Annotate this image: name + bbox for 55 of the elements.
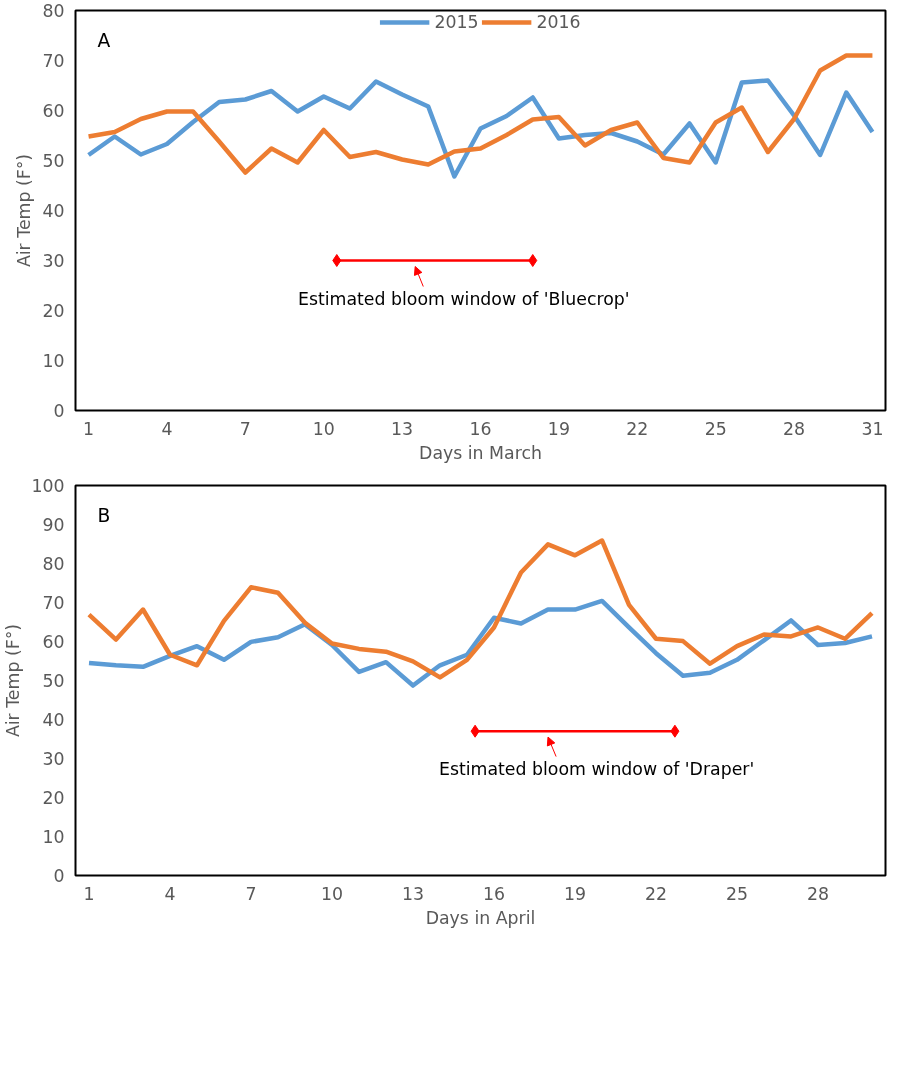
line-series (86, 538, 875, 680)
x-tick-label: 16 (482, 883, 506, 904)
x-tick-label: 1 (83, 418, 95, 439)
annotation: Estimated bloom window of 'Draper' (438, 758, 755, 779)
legend-label: 2016 (536, 12, 581, 32)
y-tick-label: 0 (53, 401, 65, 421)
y-tick-label: 30 (42, 749, 65, 769)
text: B (97, 504, 111, 526)
y-tick-label: 80 (42, 554, 65, 574)
y-tick-label: 0 (53, 866, 65, 886)
x-tick-label: 25 (725, 883, 749, 904)
x-tick-label: 7 (239, 418, 251, 439)
y-tick-label: 10 (42, 827, 65, 847)
y-tick-label: 20 (42, 788, 65, 808)
x-tick-label: 13 (391, 418, 414, 439)
y-tick-label: 50 (42, 151, 65, 171)
y-tick-label: 40 (42, 201, 65, 221)
x-tick-label: 28 (806, 883, 830, 904)
x-tick-label: 4 (164, 883, 176, 904)
y-tick-label: 50 (42, 671, 65, 691)
line-series (86, 598, 875, 688)
y-axis-title: Air Temp (F°) (14, 153, 35, 268)
x-tick-label: 22 (626, 418, 649, 439)
x-tick-label: 19 (563, 883, 587, 904)
x-tick-label: 31 (861, 418, 884, 439)
text: A (97, 29, 111, 51)
y-tick-label: 30 (42, 251, 65, 271)
y-tick-label: 60 (42, 101, 65, 121)
x-tick-label: 28 (783, 418, 806, 439)
x-tick-label: 25 (704, 418, 727, 439)
x-tick-label: 1 (83, 883, 95, 904)
x-axis-title: Days in March (419, 442, 542, 463)
y-tick-label: 80 (42, 1, 65, 21)
y-tick-label: 40 (42, 710, 65, 730)
y-tick-label: 10 (42, 351, 65, 371)
legend-label: 2015 (434, 12, 479, 32)
y-tick-label: 20 (42, 301, 65, 321)
y-tick-label: 100 (31, 476, 65, 496)
y-tick-label: 70 (42, 593, 65, 613)
line-series (86, 53, 875, 175)
x-tick-label: 13 (401, 883, 425, 904)
y-axis-title: Air Temp (F°) (3, 623, 24, 738)
x-tick-label: 4 (161, 418, 173, 439)
x-tick-label: 7 (245, 883, 257, 904)
x-tick-label: 19 (547, 418, 570, 439)
line-series (86, 78, 875, 179)
y-tick-label: 90 (42, 515, 65, 535)
x-tick-label: 22 (644, 883, 668, 904)
x-tick-label: 16 (469, 418, 492, 439)
x-tick-label: 10 (312, 418, 335, 439)
x-tick-label: 10 (320, 883, 344, 904)
y-tick-label: 60 (42, 632, 65, 652)
annotation: Estimated bloom window of 'Bluecrop' (297, 288, 630, 309)
x-axis-title: Days in April (425, 907, 536, 928)
y-tick-label: 70 (42, 51, 65, 71)
